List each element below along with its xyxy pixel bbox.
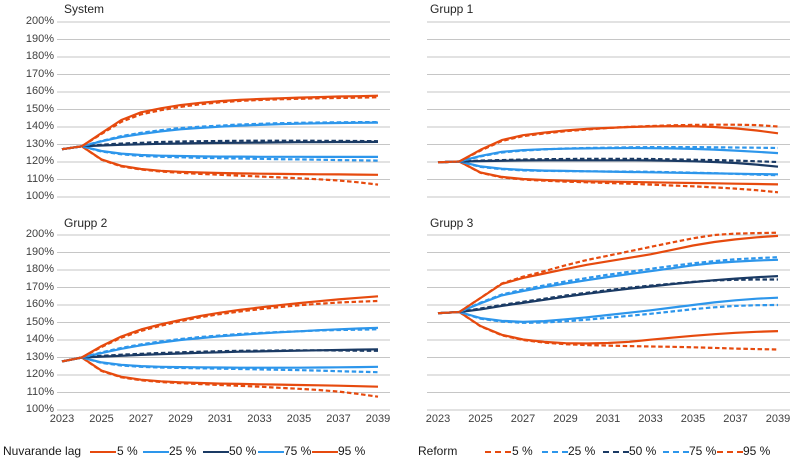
y-tick-label: 100% <box>25 190 54 202</box>
x-tick-label: 2027 <box>510 413 536 425</box>
series-line-reform-50- <box>437 278 778 315</box>
series-line-reform-95- <box>437 123 779 164</box>
y-tick-label: 150% <box>25 315 54 328</box>
legend-line-nuvarande-25-icon <box>143 451 169 453</box>
y-tick-label: 120% <box>25 368 54 380</box>
chart-title-grupp1: Grupp 1 <box>430 2 474 16</box>
plot-system <box>57 21 390 198</box>
x-tick-label: 2031 <box>207 413 233 425</box>
y-tick-label: 130% <box>25 137 54 150</box>
series-line-nuvarande-lag-95- <box>61 94 379 151</box>
legend-pct-reform-5: 5 % <box>512 444 533 458</box>
legend-pct-reform-95: 95 % <box>743 444 771 458</box>
plot-grupp2 <box>57 234 390 411</box>
x-tick-label: 2029 <box>168 413 193 425</box>
x-tick-label: 2037 <box>326 413 351 425</box>
series-line-reform-75- <box>61 120 378 151</box>
x-tick-label: 2039 <box>765 413 791 425</box>
series-line-nuvarande-lag-5- <box>437 310 779 345</box>
series-line-reform-5- <box>437 160 779 194</box>
legend-pct-reform-75: 75 % <box>689 444 717 458</box>
legend-pct-reform-25: 25 % <box>568 444 596 458</box>
x-tick-label: 2037 <box>723 413 748 425</box>
legend-line-reform-75-icon <box>663 451 689 453</box>
x-tick-label: 2027 <box>128 413 154 425</box>
series-line-nuvarande-lag-50- <box>61 140 379 151</box>
x-tick-label: 2039 <box>365 413 391 425</box>
x-tick-label: 2025 <box>89 413 114 425</box>
series-line-reform-25- <box>437 160 779 177</box>
plot-grupp1 <box>427 21 790 198</box>
series-line-nuvarande-lag-5- <box>61 356 379 388</box>
legend-line-reform-50-icon <box>603 451 629 453</box>
y-tick-label: 160% <box>25 85 54 97</box>
y-tick-label: 160% <box>25 298 54 310</box>
y-tick-label: 110% <box>26 385 54 398</box>
series-line-reform-50- <box>61 349 379 363</box>
chart-title-grupp3: Grupp 3 <box>430 216 474 230</box>
series-line-reform-25- <box>437 303 779 324</box>
plot-grupp3 <box>427 231 790 411</box>
y-tick-label: 200% <box>25 228 54 240</box>
x-tick-label: 2025 <box>468 413 493 425</box>
series-line-reform-5- <box>61 145 379 186</box>
series-line-reform-25- <box>61 356 379 374</box>
x-tick-label: 2035 <box>680 413 706 425</box>
y-tick-label: 180% <box>25 263 54 275</box>
y-tick-label: 170% <box>25 67 54 80</box>
series-line-reform-95- <box>61 96 379 151</box>
y-tick-label: 140% <box>25 333 54 345</box>
legend-pct-nuvarande-75: 75 % <box>284 444 312 458</box>
y-tick-label: 190% <box>25 32 54 45</box>
legend-pct-reform-50: 50 % <box>629 444 657 458</box>
legend-pct-nuvarande-95: 95 % <box>338 444 366 458</box>
legend-pct-nuvarande-50: 50 % <box>229 444 257 458</box>
y-tick-label: 170% <box>25 280 54 293</box>
legend-line-nuvarande-5-icon <box>90 451 116 453</box>
series-line-reform-95- <box>61 299 379 363</box>
legend-line-nuvarande-75-icon <box>258 451 284 453</box>
series-line-nuvarande-lag-50- <box>437 159 779 168</box>
x-tick-label: 2033 <box>247 413 272 425</box>
series-line-reform-75- <box>437 146 779 164</box>
y-tick-label: 130% <box>25 350 54 363</box>
y-tick-label: 140% <box>25 120 54 132</box>
x-tick-label: 2035 <box>286 413 312 425</box>
series-line-reform-5- <box>61 356 379 398</box>
y-tick-label: 180% <box>25 50 54 62</box>
y-tick-label: 190% <box>25 245 54 258</box>
legend-group-reform: Reform <box>418 444 458 458</box>
x-tick-label: 2029 <box>553 413 578 425</box>
chart-title-grupp2: Grupp 2 <box>64 216 108 230</box>
legend-pct-nuvarande-5: 5 % <box>117 444 138 458</box>
legend-line-reform-25-icon <box>542 451 568 453</box>
legend-line-nuvarande-50-icon <box>203 451 229 453</box>
series-line-reform-50- <box>61 139 379 151</box>
x-tick-label: 2031 <box>595 413 621 425</box>
series-line-nuvarande-lag-25- <box>61 356 379 369</box>
y-tick-label: 120% <box>25 155 54 167</box>
legend-line-nuvarande-95-icon <box>312 451 338 453</box>
series-line-nuvarande-lag-25- <box>61 145 378 158</box>
x-tick-label: 2023 <box>49 413 75 425</box>
x-tick-label: 2023 <box>425 413 451 425</box>
legend-pct-nuvarande-25: 25 % <box>169 444 197 458</box>
series-line-reform-25- <box>61 145 379 162</box>
x-tick-label: 2033 <box>638 413 663 425</box>
legend-line-reform-95-icon <box>717 451 743 453</box>
legend-group-nuvarande-lag: Nuvarande lag <box>3 444 82 458</box>
legend-line-reform-5-icon <box>485 451 511 453</box>
y-tick-label: 110% <box>26 172 54 185</box>
y-tick-label: 150% <box>25 102 54 115</box>
y-tick-label: 100% <box>25 403 54 415</box>
series-line-nuvarande-lag-95- <box>437 234 779 315</box>
series-line-reform-95- <box>437 231 779 315</box>
series-line-reform-75- <box>437 256 779 315</box>
chart-title-system: System <box>64 2 105 16</box>
series-line-reform-75- <box>61 328 379 363</box>
y-tick-label: 200% <box>25 15 54 27</box>
